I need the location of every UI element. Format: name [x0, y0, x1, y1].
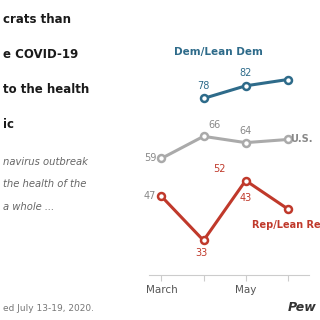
Text: ed July 13-19, 2020.: ed July 13-19, 2020.	[3, 304, 94, 313]
Text: 33: 33	[195, 248, 208, 258]
Text: ic: ic	[3, 118, 14, 132]
Text: U.S.: U.S.	[290, 134, 312, 145]
Text: 78: 78	[197, 81, 210, 91]
Text: 64: 64	[239, 126, 252, 136]
Text: crats than: crats than	[3, 13, 71, 26]
Text: e COVID-19: e COVID-19	[3, 48, 78, 61]
Text: 43: 43	[239, 193, 252, 203]
Text: Pew: Pew	[288, 300, 317, 314]
Text: Dem/Lean Dem: Dem/Lean Dem	[174, 47, 263, 57]
Text: to the health: to the health	[3, 83, 90, 96]
Text: 66: 66	[209, 120, 221, 130]
Text: the health of the: the health of the	[3, 179, 87, 189]
Text: navirus outbreak: navirus outbreak	[3, 157, 88, 167]
Text: 59: 59	[144, 153, 156, 164]
Text: a whole ...: a whole ...	[3, 202, 54, 212]
Text: 52: 52	[213, 164, 225, 174]
Text: 47: 47	[144, 191, 156, 201]
Text: Rep/Lean Rep: Rep/Lean Rep	[252, 220, 320, 230]
Text: 82: 82	[239, 68, 252, 78]
